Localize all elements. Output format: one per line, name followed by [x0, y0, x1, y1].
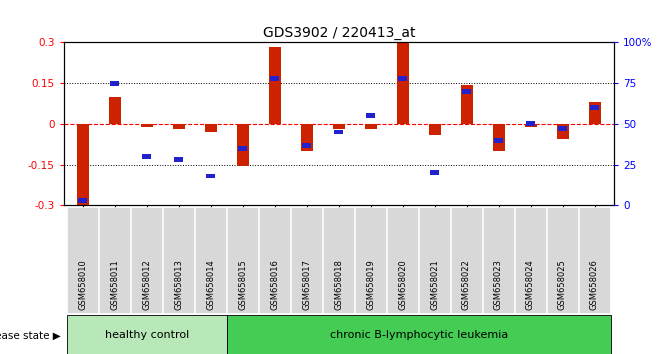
- Bar: [493, 124, 505, 151]
- Bar: [111, 81, 119, 86]
- Bar: [142, 154, 152, 159]
- Text: GSM658018: GSM658018: [334, 259, 343, 310]
- Text: GSM658021: GSM658021: [430, 259, 439, 310]
- Text: GSM658022: GSM658022: [462, 259, 471, 310]
- Text: GSM658023: GSM658023: [494, 259, 503, 310]
- Bar: [365, 124, 377, 129]
- Bar: [205, 124, 217, 132]
- Bar: [558, 126, 567, 131]
- Text: GSM658013: GSM658013: [174, 259, 183, 310]
- Bar: [590, 105, 599, 110]
- Text: GSM658014: GSM658014: [206, 259, 215, 310]
- Bar: [526, 121, 535, 126]
- Bar: [77, 124, 89, 205]
- Bar: [270, 76, 279, 81]
- Text: healthy control: healthy control: [105, 330, 189, 341]
- Bar: [141, 124, 153, 127]
- Bar: [588, 102, 601, 124]
- Text: GSM658010: GSM658010: [78, 259, 87, 310]
- Text: GSM658025: GSM658025: [558, 259, 567, 310]
- Bar: [525, 124, 537, 127]
- Text: GSM658019: GSM658019: [366, 259, 375, 310]
- Bar: [303, 143, 311, 148]
- Text: GSM658011: GSM658011: [110, 259, 119, 310]
- Bar: [397, 42, 409, 124]
- Bar: [269, 47, 281, 124]
- Text: GSM658017: GSM658017: [302, 259, 311, 310]
- Bar: [238, 146, 248, 151]
- Bar: [366, 113, 375, 118]
- Text: disease state ▶: disease state ▶: [0, 330, 60, 341]
- Bar: [429, 124, 441, 135]
- Bar: [461, 85, 473, 124]
- Bar: [399, 76, 407, 81]
- Bar: [557, 124, 569, 139]
- Text: chronic B-lymphocytic leukemia: chronic B-lymphocytic leukemia: [329, 330, 508, 341]
- Text: GSM658026: GSM658026: [590, 259, 599, 310]
- Text: GSM658012: GSM658012: [142, 259, 151, 310]
- Title: GDS3902 / 220413_at: GDS3902 / 220413_at: [262, 26, 415, 40]
- Bar: [301, 124, 313, 151]
- Bar: [207, 173, 215, 178]
- Bar: [237, 124, 249, 166]
- Bar: [495, 138, 503, 143]
- Bar: [334, 130, 344, 135]
- Text: GSM658016: GSM658016: [270, 259, 279, 310]
- Text: GSM658024: GSM658024: [526, 259, 535, 310]
- Bar: [333, 124, 345, 129]
- Bar: [79, 198, 87, 203]
- Text: GSM658015: GSM658015: [238, 259, 247, 310]
- Bar: [173, 124, 185, 129]
- Bar: [430, 170, 440, 175]
- Bar: [174, 157, 183, 162]
- Bar: [109, 97, 121, 124]
- Bar: [462, 89, 471, 94]
- Text: GSM658020: GSM658020: [398, 259, 407, 310]
